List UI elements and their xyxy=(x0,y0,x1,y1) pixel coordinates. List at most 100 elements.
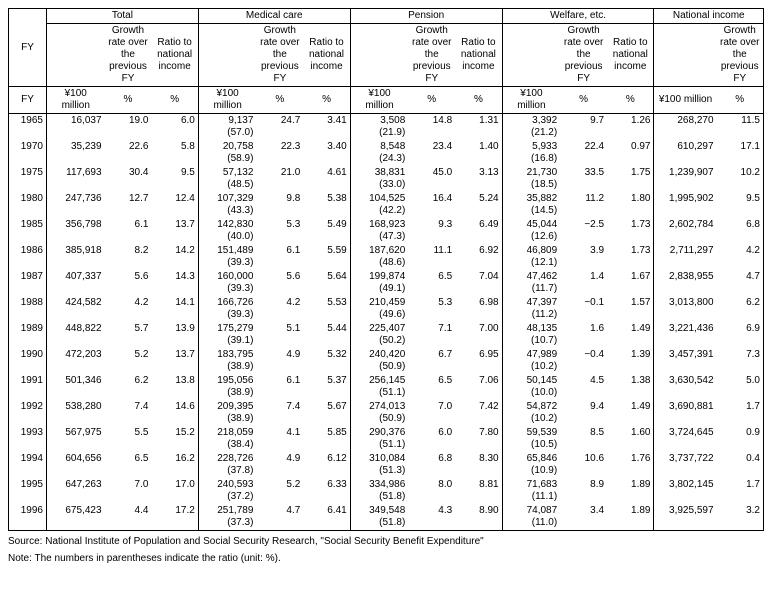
cell: 1986 xyxy=(9,244,47,270)
cell: 12.4 xyxy=(151,192,198,218)
col-welfare: Welfare, etc. xyxy=(502,9,654,24)
cell: 218,059(38.4) xyxy=(198,426,256,452)
table-row: 1994604,6566.516.2228,726(37.8)4.96.1231… xyxy=(9,452,764,478)
cell: 424,582 xyxy=(46,296,104,322)
cell: 1.49 xyxy=(607,322,654,348)
cell: 4.9 xyxy=(256,452,303,478)
cell: 9.5 xyxy=(151,166,198,192)
table-row: 1985356,7986.113.7142,830(40.0)5.35.4916… xyxy=(9,218,764,244)
cell: 209,395(38.9) xyxy=(198,400,256,426)
cell: 3,221,436 xyxy=(654,322,717,348)
cell: 1.6 xyxy=(560,322,607,348)
cell: 35,882(14.5) xyxy=(502,192,560,218)
cell: 268,270 xyxy=(654,114,717,141)
cell: 6.1 xyxy=(256,244,303,270)
cell: 7.42 xyxy=(455,400,502,426)
cell: 59,539(10.5) xyxy=(502,426,560,452)
cell: 8.5 xyxy=(560,426,607,452)
cell: 5.59 xyxy=(303,244,350,270)
cell: 5.6 xyxy=(256,270,303,296)
cell: 538,280 xyxy=(46,400,104,426)
cell: 3,508(21.9) xyxy=(350,114,408,141)
cell: 11.2 xyxy=(560,192,607,218)
cell: −2.5 xyxy=(560,218,607,244)
table-body: 196516,03719.06.09,137(57.0)24.73.413,50… xyxy=(9,114,764,531)
cell: 117,693 xyxy=(46,166,104,192)
cell: 45,044(12.6) xyxy=(502,218,560,244)
cell: 675,423 xyxy=(46,504,104,531)
cell: 104,525(42.2) xyxy=(350,192,408,218)
table-row: 1992538,2807.414.6209,395(38.9)7.45.6727… xyxy=(9,400,764,426)
cell: 5.0 xyxy=(717,374,764,400)
cell: 1.80 xyxy=(607,192,654,218)
cell: 3.4 xyxy=(560,504,607,531)
cell: 13.8 xyxy=(151,374,198,400)
cell: 47,989(10.2) xyxy=(502,348,560,374)
data-table: FY Total Medical care Pension Welfare, e… xyxy=(8,8,764,531)
cell: 23.4 xyxy=(408,140,455,166)
cell: 2,838,955 xyxy=(654,270,717,296)
cell: 6.1 xyxy=(256,374,303,400)
cell: 5.6 xyxy=(105,270,152,296)
cell: 240,593(37.2) xyxy=(198,478,256,504)
cell: 160,000(39.3) xyxy=(198,270,256,296)
cell: 7.3 xyxy=(717,348,764,374)
cell: 5.3 xyxy=(408,296,455,322)
cell: 4.2 xyxy=(105,296,152,322)
cell: 2,602,784 xyxy=(654,218,717,244)
cell: 3,457,391 xyxy=(654,348,717,374)
cell: 8.81 xyxy=(455,478,502,504)
cell: 21.0 xyxy=(256,166,303,192)
cell: 14.6 xyxy=(151,400,198,426)
cell: 448,822 xyxy=(46,322,104,348)
table-row: 197035,23922.65.820,758(58.9)22.33.408,5… xyxy=(9,140,764,166)
cell: 6.2 xyxy=(105,374,152,400)
cell: 3,013,800 xyxy=(654,296,717,322)
cell: 1.89 xyxy=(607,478,654,504)
cell: 1.39 xyxy=(607,348,654,374)
cell: 166,726(39.3) xyxy=(198,296,256,322)
cell: 9.4 xyxy=(560,400,607,426)
cell: 6.92 xyxy=(455,244,502,270)
table-row: 1989448,8225.713.9175,279(39.1)5.15.4422… xyxy=(9,322,764,348)
cell: 6.5 xyxy=(105,452,152,478)
cell: 16.2 xyxy=(151,452,198,478)
cell: 33.5 xyxy=(560,166,607,192)
cell: 71,683(11.1) xyxy=(502,478,560,504)
cell: 8.90 xyxy=(455,504,502,531)
cell: 6.12 xyxy=(303,452,350,478)
cell: 1.4 xyxy=(560,270,607,296)
cell: 47,462(11.7) xyxy=(502,270,560,296)
cell: 310,084(51.3) xyxy=(350,452,408,478)
cell: 12.7 xyxy=(105,192,152,218)
cell: 472,203 xyxy=(46,348,104,374)
col-national: National income xyxy=(654,9,764,24)
cell: 20,758(58.9) xyxy=(198,140,256,166)
cell: 1987 xyxy=(9,270,47,296)
cell: 22.3 xyxy=(256,140,303,166)
cell: 5.2 xyxy=(256,478,303,504)
cell: 15.2 xyxy=(151,426,198,452)
cell: 4.2 xyxy=(256,296,303,322)
cell: 4.7 xyxy=(256,504,303,531)
cell: 3.41 xyxy=(303,114,350,141)
cell: 6.7 xyxy=(408,348,455,374)
cell: 210,459(49.6) xyxy=(350,296,408,322)
cell: 1.89 xyxy=(607,504,654,531)
cell: 3.40 xyxy=(303,140,350,166)
table-row: 196516,03719.06.09,137(57.0)24.73.413,50… xyxy=(9,114,764,141)
cell: 1.73 xyxy=(607,244,654,270)
cell: 4.2 xyxy=(717,244,764,270)
cell: 1989 xyxy=(9,322,47,348)
cell: 4.9 xyxy=(256,348,303,374)
cell: 22.6 xyxy=(105,140,152,166)
cell: 13.7 xyxy=(151,348,198,374)
cell: 1.26 xyxy=(607,114,654,141)
cell: 334,986(51.8) xyxy=(350,478,408,504)
cell: 175,279(39.1) xyxy=(198,322,256,348)
cell: 4.1 xyxy=(256,426,303,452)
cell: 19.0 xyxy=(105,114,152,141)
note-line: Note: The numbers in parentheses indicat… xyxy=(8,552,764,565)
cell: 11.1 xyxy=(408,244,455,270)
cell: 6.98 xyxy=(455,296,502,322)
